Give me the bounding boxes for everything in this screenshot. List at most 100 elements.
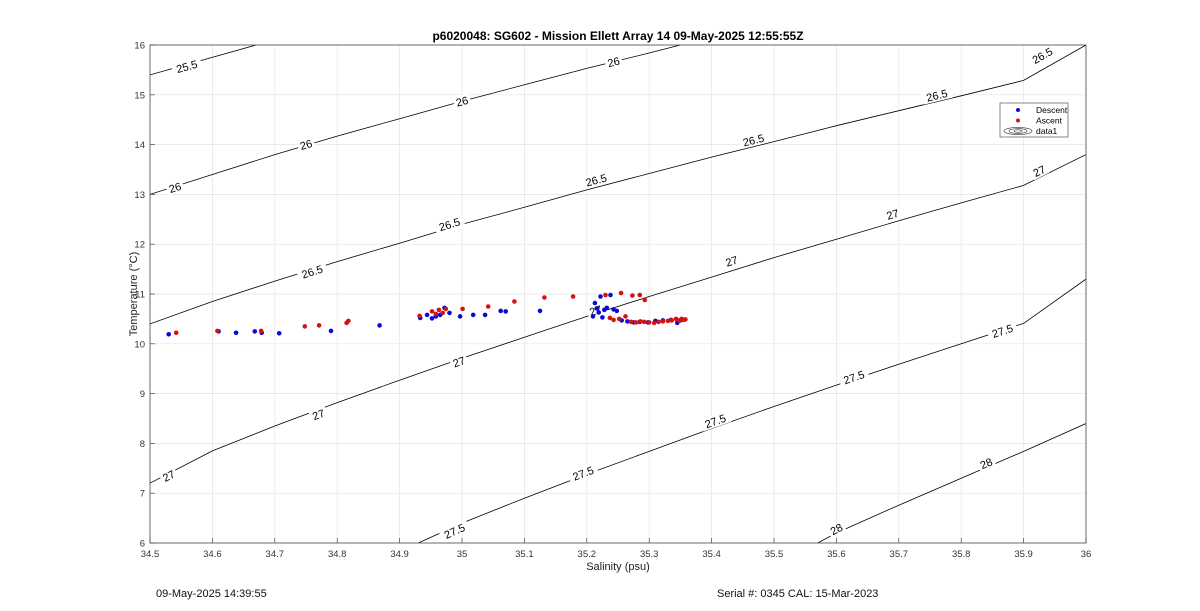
contour-label-group: 27 — [882, 206, 903, 223]
contour-label: 27 — [311, 408, 327, 424]
ascent-point — [616, 316, 622, 322]
ascent-point — [429, 309, 435, 314]
contour-label: 27 — [885, 208, 900, 223]
y-tick-label: 10 — [134, 339, 145, 350]
contour-line-25.5 — [150, 45, 257, 76]
contour-label-group: 26 — [296, 136, 316, 153]
contour-label-bg — [1029, 161, 1050, 181]
x-tick-label: 35.7 — [890, 549, 909, 560]
ascent-point — [258, 328, 264, 334]
chart-title: p6020048: SG602 - Mission Ellett Array 1… — [432, 29, 803, 43]
ascent-point — [542, 295, 547, 300]
contour-label-bg — [308, 405, 329, 424]
contour-label-group: 27 — [585, 302, 606, 319]
ascent-point — [669, 318, 674, 323]
ascent-point — [683, 317, 688, 322]
ascent-point — [173, 330, 179, 336]
x-tick-label: 34.6 — [203, 549, 222, 560]
contour-label-bg — [585, 302, 606, 319]
x-tick-label: 34.7 — [266, 549, 285, 560]
contour-label: 27 — [161, 469, 177, 485]
legend-descent-marker — [1016, 108, 1020, 112]
ascent-point — [633, 320, 639, 325]
contour-label-bg — [580, 170, 613, 190]
ascent-point — [215, 328, 220, 334]
contour-label-bg — [170, 56, 203, 77]
ascent-point — [346, 318, 351, 324]
x-tick-label: 35.8 — [952, 549, 971, 560]
contour-label: 27 — [724, 255, 739, 270]
descent-point — [482, 312, 488, 318]
descent-point — [614, 308, 620, 314]
legend-ascent-label: Ascent — [1036, 116, 1063, 126]
ascent-point — [570, 294, 576, 299]
contour-label-bg — [158, 466, 179, 485]
contour-label-group: 26 — [165, 179, 185, 196]
contour-label-bg — [699, 410, 732, 432]
x-tick-label: 35.6 — [827, 549, 846, 560]
contour-label-bg — [921, 86, 953, 105]
x-axis-label: Salinity (psu) — [586, 561, 650, 573]
descent-point — [233, 330, 239, 336]
contour-label: 26 — [299, 138, 314, 153]
contour-label-bg — [882, 206, 903, 223]
ascent-point — [637, 292, 643, 298]
ascent-point — [651, 320, 657, 326]
ascent-point — [656, 319, 661, 325]
contour-label: 28 — [829, 522, 845, 538]
contour-label: 26.5 — [742, 133, 766, 150]
y-axis-label: Temperature (°C) — [128, 252, 140, 336]
ascent-point — [641, 319, 647, 325]
descent-point — [503, 309, 509, 314]
contour-label-bg — [1026, 42, 1059, 69]
legend-box — [999, 102, 1069, 138]
ascent-point — [302, 324, 308, 329]
y-tick-label: 6 — [140, 539, 145, 550]
descent-point — [377, 323, 382, 328]
y-tick-label: 16 — [134, 41, 145, 52]
descent-point — [447, 310, 452, 316]
ascent-point — [316, 323, 322, 328]
x-tick-label: 35.4 — [702, 549, 721, 560]
contour-label: 26 — [606, 56, 621, 71]
x-tick-label: 35.5 — [765, 549, 784, 560]
ascent-point — [433, 311, 439, 317]
y-tick-label: 8 — [140, 439, 145, 450]
footer-serial-cal: Serial #: 0345 CAL: 15-Mar-2023 — [717, 588, 879, 600]
descent-point — [166, 332, 171, 337]
contour-label-group: 26 — [604, 54, 624, 71]
contour-label: 27 — [1031, 164, 1047, 180]
legend-data1-label: data1 — [1036, 126, 1058, 136]
contour-label-bg — [438, 519, 471, 543]
descent-point — [424, 312, 430, 318]
legend[interactable]: Descent Ascent data1 — [999, 102, 1069, 138]
contour-label-group: 28 — [976, 454, 997, 472]
descent-point — [252, 329, 258, 334]
contour-label-bg — [296, 136, 316, 153]
contour-label-group: 27 — [448, 353, 469, 370]
ascent-point — [436, 307, 442, 313]
ascent-point — [440, 310, 446, 316]
x-tick-label: 34.9 — [390, 549, 409, 560]
contour-label: 26 — [168, 181, 183, 196]
descent-point — [537, 308, 543, 314]
footer-timestamp: 09-May-2025 14:39:55 — [156, 588, 267, 600]
contour-label-bg — [837, 366, 870, 388]
contour-label-group: 28 — [826, 519, 847, 539]
contour-label-group: 26.5 — [921, 86, 953, 105]
descent-point — [457, 314, 463, 319]
contour-label-bg — [296, 261, 329, 282]
descent-point — [470, 312, 476, 318]
descent-point — [598, 294, 603, 299]
descent-point — [590, 314, 596, 319]
data-points — [166, 290, 688, 337]
x-tick-label: 35.1 — [515, 549, 534, 560]
y-tick-label: 13 — [134, 190, 145, 201]
x-tick-label: 34.5 — [141, 549, 160, 560]
density-contours: 25.52626262626.526.526.526.526.526.52727… — [150, 42, 1086, 543]
contour-label: 26.5 — [925, 88, 949, 105]
ascent-point — [460, 306, 465, 312]
contour-label-group: 26.5 — [433, 214, 466, 235]
contour-label-group: 27 — [721, 252, 742, 270]
